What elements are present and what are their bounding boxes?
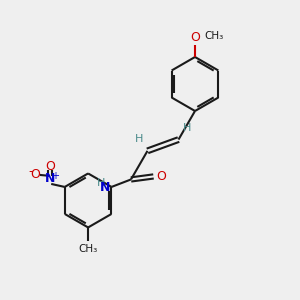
Text: H: H bbox=[183, 123, 191, 133]
Text: N: N bbox=[44, 172, 55, 185]
Text: CH₃: CH₃ bbox=[79, 244, 98, 254]
Text: -: - bbox=[28, 164, 33, 178]
Text: +: + bbox=[51, 171, 59, 181]
Text: O: O bbox=[31, 168, 40, 182]
Text: N: N bbox=[100, 181, 110, 194]
Text: CH₃: CH₃ bbox=[205, 32, 224, 41]
Text: H: H bbox=[135, 134, 143, 144]
Text: O: O bbox=[190, 31, 200, 44]
Text: H: H bbox=[97, 178, 105, 188]
Text: O: O bbox=[45, 160, 55, 173]
Text: O: O bbox=[157, 170, 166, 183]
